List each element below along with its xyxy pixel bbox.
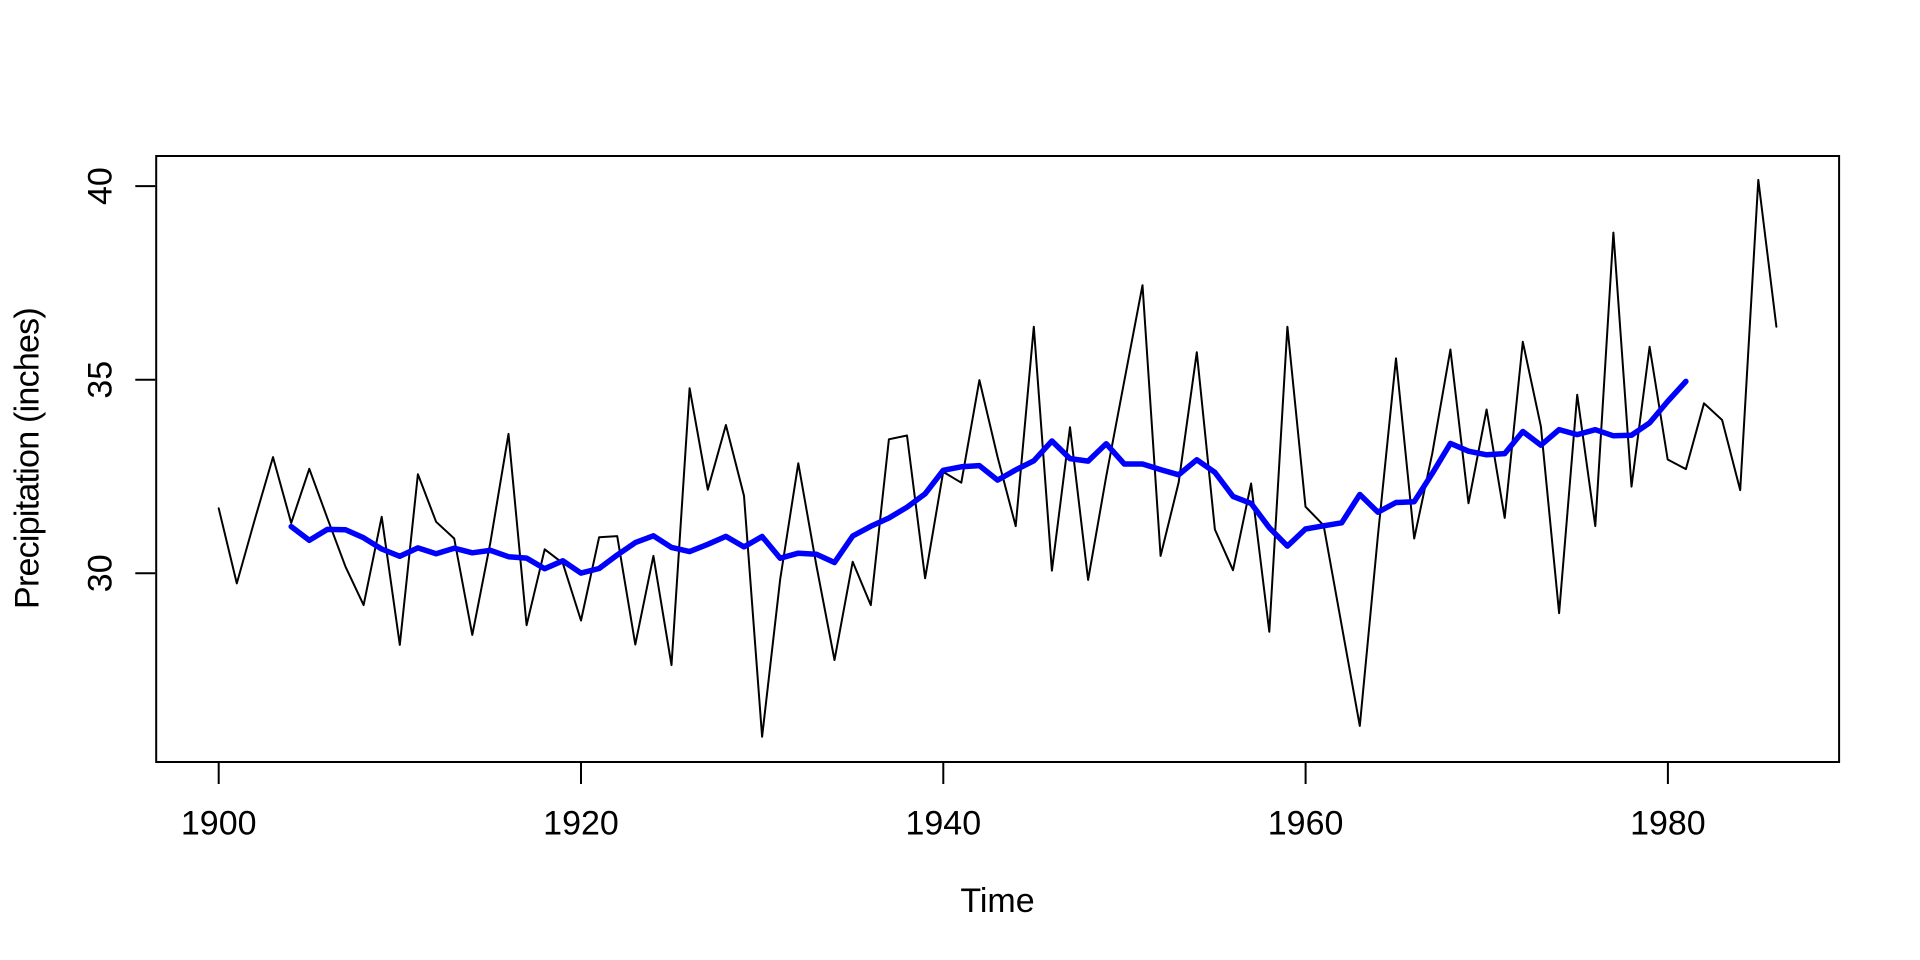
svg-text:1980: 1980 (1630, 805, 1706, 843)
svg-text:Time: Time (960, 882, 1034, 920)
svg-text:35: 35 (82, 361, 120, 399)
svg-text:40: 40 (82, 167, 120, 205)
svg-text:1960: 1960 (1268, 805, 1344, 843)
svg-text:1900: 1900 (181, 805, 257, 843)
svg-text:30: 30 (82, 554, 120, 592)
svg-text:Precipitation (inches): Precipitation (inches) (9, 308, 47, 609)
svg-text:1920: 1920 (543, 805, 619, 843)
svg-text:1940: 1940 (905, 805, 981, 843)
